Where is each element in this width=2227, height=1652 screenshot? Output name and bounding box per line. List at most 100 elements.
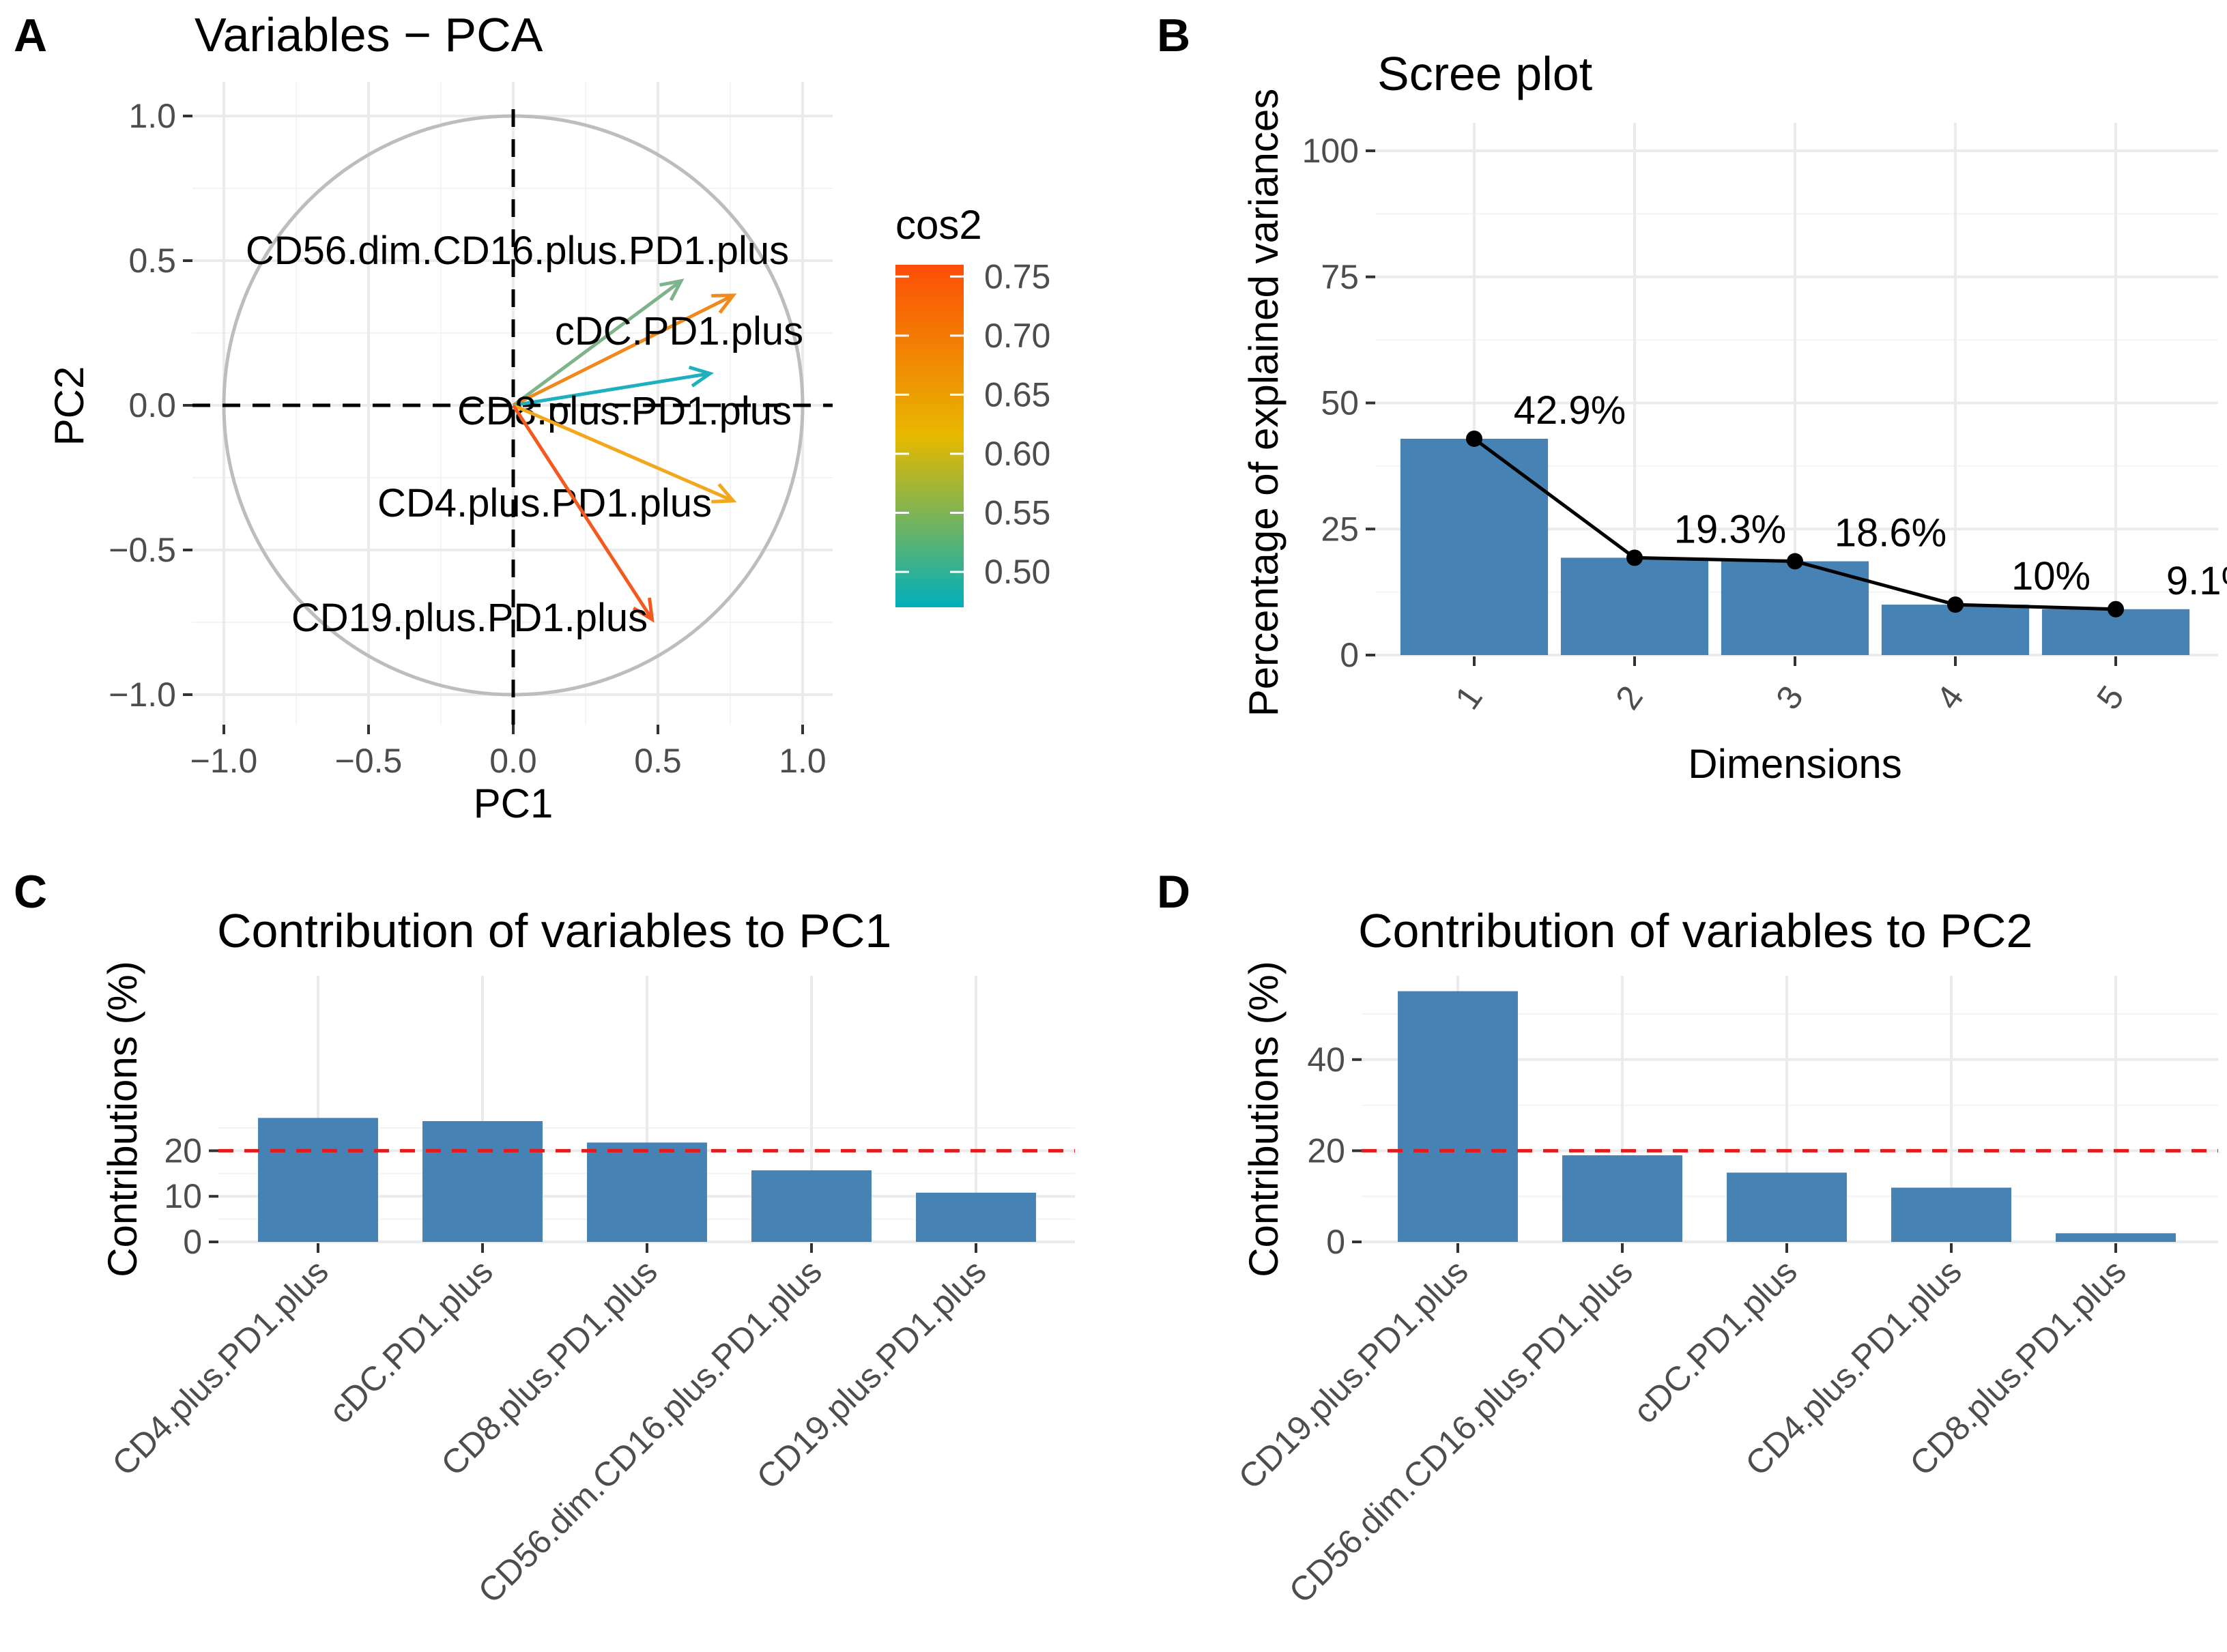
variance-label: 10%	[2011, 554, 2090, 598]
cos2-legend-gradient-bar	[895, 265, 964, 607]
variable-label: CD8.plus.PD1.plus	[457, 389, 792, 433]
y-tick-label: 0	[183, 1223, 202, 1261]
cos2-legend-ticks: 0.75 0.70 0.65 0.60 0.55 0.50	[895, 257, 1050, 591]
variance-label: 9.1%	[2166, 559, 2227, 603]
y-tick-label: 20	[1307, 1131, 1345, 1170]
variance-label: 19.3%	[1674, 507, 1786, 551]
scree-bar	[1881, 605, 2030, 655]
panel-c-title: Contribution of variables to PC1	[217, 904, 891, 957]
y-tick-label: 75	[1321, 258, 1359, 296]
variance-label: 18.6%	[1835, 511, 1946, 555]
panel-a-letter: A	[14, 10, 47, 61]
panel-b-bars	[1400, 438, 2190, 655]
cos2-legend-label: 0.60	[984, 435, 1050, 473]
cos2-legend-label: 0.65	[984, 375, 1050, 414]
variable-label: CD4.plus.PD1.plus	[377, 481, 712, 525]
variable-arrowhead	[659, 278, 685, 302]
variable-arrow	[513, 371, 710, 407]
x-tick-label: −1.0	[190, 742, 258, 780]
y-tick-label: 0	[1340, 636, 1359, 674]
variable-arrowhead	[688, 365, 714, 388]
x-tick-label: 0.5	[634, 742, 682, 780]
variance-point	[1626, 549, 1643, 566]
variable-arrow	[512, 293, 734, 407]
variable-label: CD56.dim.CD16.plus.PD1.plus	[246, 229, 789, 273]
contribution-bar	[258, 1118, 378, 1242]
x-tick-label: 0.0	[489, 742, 537, 780]
panel-c-ylabel: Contributions (%)	[100, 961, 145, 1277]
panel-b: B Scree plot 42.9% 19.3% 18.6% 10% 9.1% 0 25 5…	[1157, 10, 2227, 787]
variable-arrowhead	[632, 597, 655, 623]
panel-c-bars	[258, 1118, 1036, 1242]
x-tick-label: 1.0	[779, 742, 827, 780]
variance-point	[1787, 553, 1803, 570]
panel-c: C Contribution of variables to PC1 0 10 20…	[14, 866, 1075, 1610]
variable-arrow	[512, 279, 683, 407]
x-tick-label: 3	[1768, 679, 1811, 716]
contribution-bar	[1727, 1172, 1847, 1242]
panel-a-ylabel: PC2	[46, 366, 92, 446]
variance-label: 42.9%	[1514, 388, 1626, 433]
x-tick-label: CD4.plus.PD1.plus	[104, 1252, 335, 1483]
y-tick-label: 100	[1302, 132, 1359, 170]
panel-b-axes: 0 25 50 75 100 1 2 3 4 5	[1302, 132, 2131, 716]
panel-a-xlabel: PC1	[474, 781, 554, 826]
panel-d-letter: D	[1157, 866, 1190, 918]
variance-point	[1466, 430, 1482, 447]
contribution-bar	[1562, 1155, 1682, 1242]
panel-d-ylabel: Contributions (%)	[1241, 961, 1287, 1277]
x-tick-label: 1	[1448, 679, 1490, 716]
cos2-legend: cos2 0.75 0.70 0.65 0.60 0.55 0.50	[895, 202, 1050, 607]
variance-point	[1947, 596, 1964, 613]
panel-b-title: Scree plot	[1377, 47, 1592, 100]
y-tick-label: 40	[1307, 1041, 1345, 1079]
contribution-bar	[2056, 1233, 2176, 1242]
cos2-legend-label: 0.50	[984, 553, 1050, 591]
panel-b-variance-line: 42.9% 19.3% 18.6% 10% 9.1%	[1466, 388, 2227, 618]
panel-d-title: Contribution of variables to PC2	[1358, 904, 2032, 957]
panel-a-axes: −1.0 −1.0 −0.5 −0.5 0.0 0.0 0.5 0.5 1.0 1.0	[109, 97, 826, 780]
contribution-bar	[422, 1120, 543, 1242]
x-tick-label: cDC.PD1.plus	[321, 1252, 500, 1431]
y-tick-label: −1.0	[109, 676, 176, 714]
scree-bar	[1560, 557, 1709, 655]
contribution-bar	[587, 1142, 707, 1242]
y-tick-label: 0	[1326, 1223, 1345, 1261]
panel-c-letter: C	[14, 866, 47, 918]
variable-label: CD19.plus.PD1.plus	[291, 596, 648, 640]
y-tick-label: 50	[1321, 384, 1359, 422]
contribution-bar	[916, 1192, 1036, 1242]
y-tick-label: 0.0	[128, 386, 176, 424]
panel-d-axes: 02040CD19.plus.PD1.plusCD56.dim.CD16.plu…	[1231, 1041, 2133, 1610]
contribution-bar	[1398, 991, 1518, 1242]
y-tick-label: 0.5	[128, 242, 176, 280]
cos2-legend-title: cos2	[895, 202, 982, 248]
panel-b-ylabel: Percentage of explained variances	[1241, 89, 1287, 717]
variable-label: cDC.PD1.plus	[555, 309, 803, 353]
cos2-legend-label: 0.75	[984, 257, 1050, 295]
x-tick-label: 2	[1608, 679, 1650, 716]
variance-point	[2108, 600, 2124, 618]
variable-arrowhead	[711, 293, 737, 314]
variable-arrowhead	[711, 483, 737, 504]
x-tick-label: 4	[1929, 679, 1971, 716]
y-tick-label: 10	[164, 1177, 202, 1215]
variable-arrow	[513, 403, 734, 503]
x-tick-label: −0.5	[335, 742, 403, 780]
panel-d-bars	[1398, 991, 2176, 1242]
x-tick-label: CD56.dim.CD16.plus.PD1.plus	[1282, 1252, 1640, 1610]
variable-arrows: CD56.dim.CD16.plus.PD1.plus cDC.PD1.plus C…	[246, 229, 803, 640]
cos2-legend-label: 0.70	[984, 317, 1050, 355]
y-tick-label: 20	[164, 1131, 202, 1170]
variable-arrow	[511, 404, 654, 621]
cos2-legend-label: 0.55	[984, 494, 1050, 532]
x-tick-label: CD56.dim.CD16.plus.PD1.plus	[471, 1252, 829, 1610]
y-tick-label: 25	[1321, 510, 1359, 548]
panel-b-letter: B	[1157, 10, 1190, 61]
panel-b-grid	[1375, 123, 2218, 656]
panel-b-xlabel: Dimensions	[1688, 741, 1901, 787]
contribution-bar	[1891, 1187, 2011, 1242]
contribution-bar	[751, 1170, 872, 1242]
y-tick-label: 1.0	[128, 97, 176, 135]
